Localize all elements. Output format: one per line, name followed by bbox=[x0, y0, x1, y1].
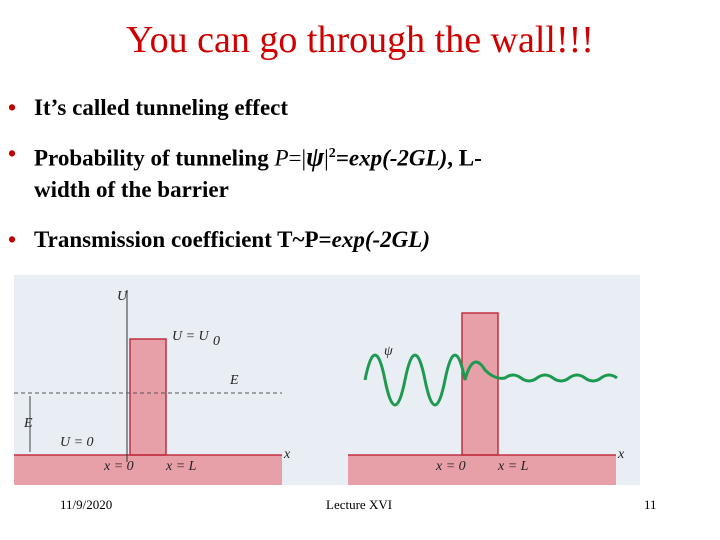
label: U = U bbox=[172, 329, 210, 344]
label: x = L bbox=[497, 459, 529, 474]
floor bbox=[348, 455, 616, 485]
floor bbox=[14, 455, 282, 485]
footer-date: 11/9/2020 bbox=[60, 497, 113, 512]
bullet-dot: • bbox=[8, 227, 17, 252]
label: E bbox=[23, 416, 33, 431]
bullet: • It’s called tunneling effect bbox=[8, 92, 288, 123]
label: U bbox=[117, 289, 128, 304]
bullet-dot: • bbox=[8, 141, 17, 166]
wave-function bbox=[363, 353, 618, 407]
text: Probability of tunneling bbox=[34, 145, 275, 171]
label: x = 0 bbox=[435, 459, 466, 474]
bullet: • Probability of tunneling P=|ψ|2=exp(-2… bbox=[8, 138, 482, 205]
title: You can go through the wall!!! bbox=[126, 19, 594, 61]
barrier bbox=[129, 338, 167, 456]
footer-center: Lecture XVI bbox=[326, 497, 393, 512]
label: x = 0 bbox=[103, 459, 134, 474]
text: P bbox=[274, 145, 289, 171]
label: ψ bbox=[384, 344, 393, 359]
bullet: • Transmission coefficient T~P=exp(-2GL) bbox=[8, 224, 430, 255]
label: U = 0 bbox=[60, 435, 94, 450]
figure-background bbox=[14, 275, 640, 485]
label: x bbox=[283, 447, 291, 462]
symbol: ψ bbox=[306, 141, 325, 172]
text: Transmission coefficient T~P= bbox=[34, 227, 332, 252]
bullet-dot: • bbox=[8, 95, 17, 120]
label: x = L bbox=[165, 459, 197, 474]
label: x bbox=[617, 447, 625, 462]
label: E bbox=[229, 373, 239, 388]
page-number: 11 bbox=[644, 497, 657, 512]
barrier bbox=[461, 312, 499, 456]
label: 0 bbox=[213, 334, 220, 349]
text: It’s called tunneling effect bbox=[34, 95, 289, 120]
text: =exp(-2GL) bbox=[335, 145, 448, 171]
text: | bbox=[324, 145, 329, 171]
text: width of the barrier bbox=[34, 176, 229, 202]
text: =| bbox=[288, 145, 307, 171]
superscript: 2 bbox=[328, 146, 336, 161]
text: , L- bbox=[447, 145, 482, 171]
text: exp(-2GL) bbox=[331, 227, 431, 252]
